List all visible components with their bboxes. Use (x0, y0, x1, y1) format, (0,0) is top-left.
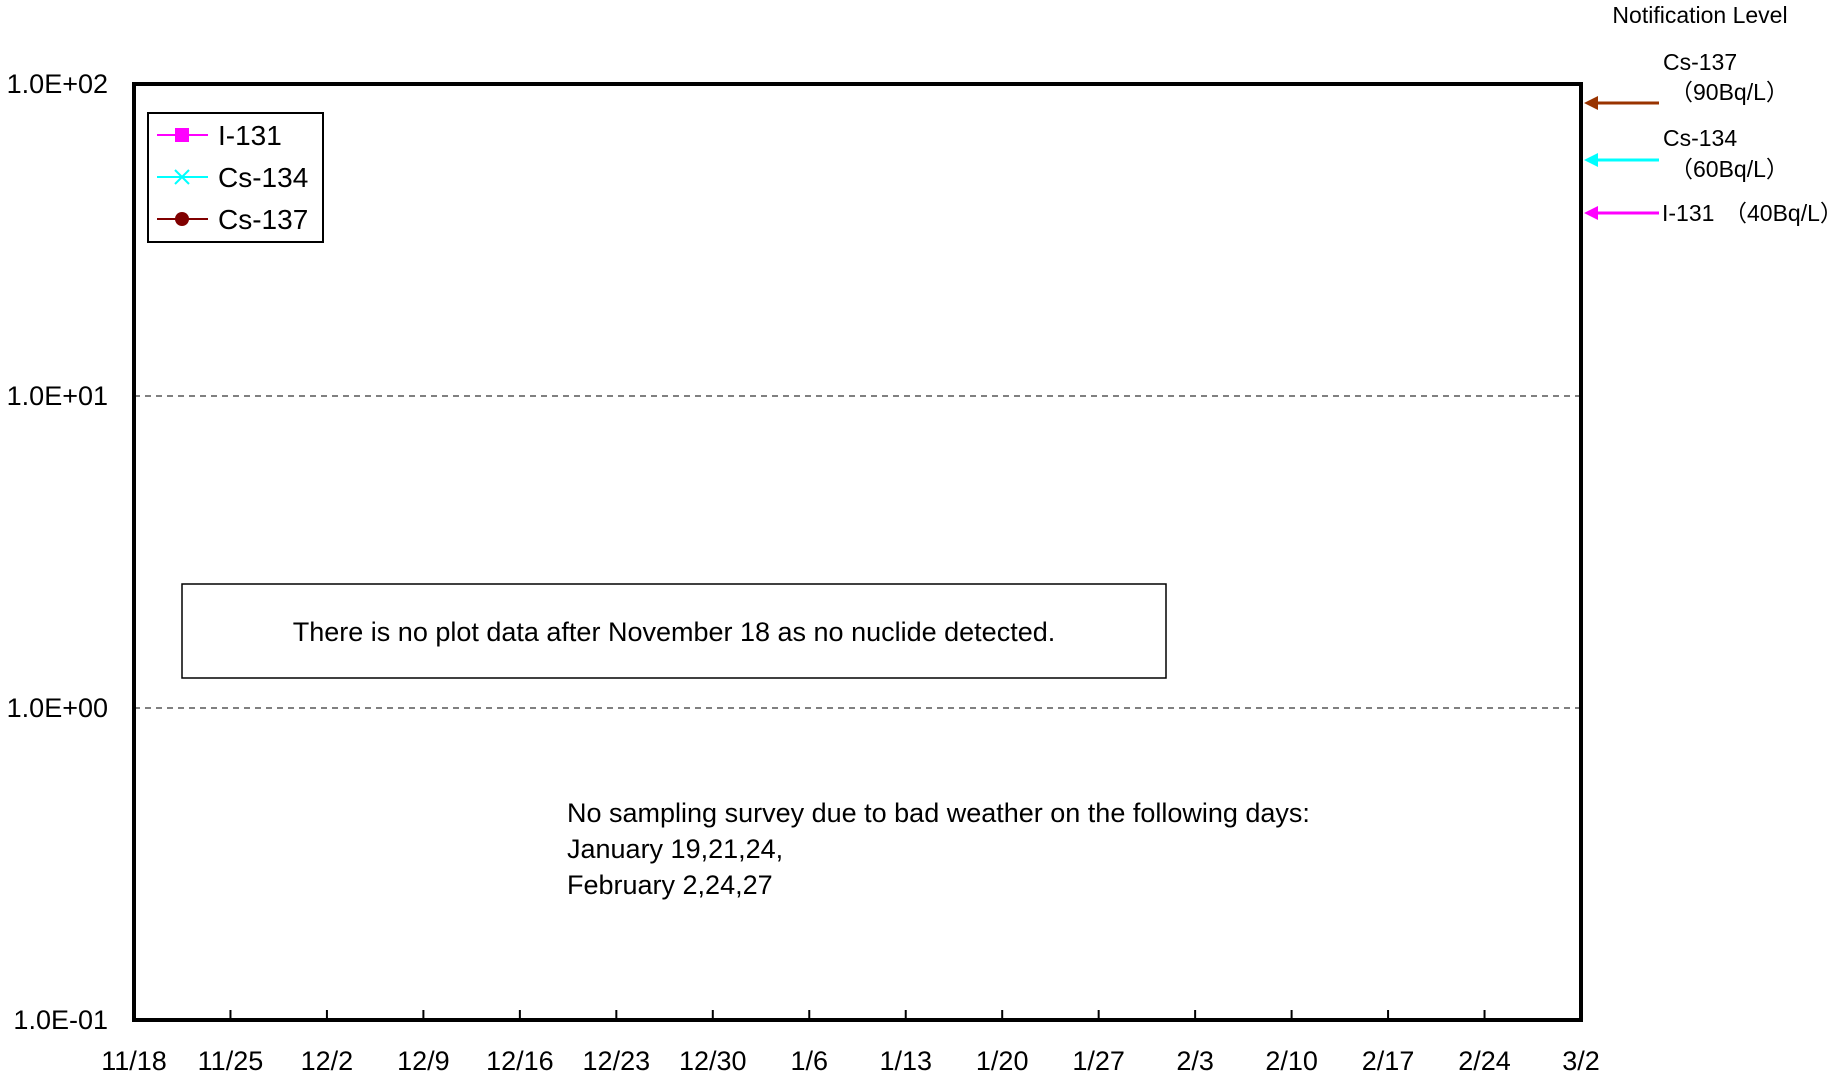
no-data-note: There is no plot data after November 18 … (181, 583, 1167, 679)
y-tick-label: 1.0E+00 (7, 693, 108, 723)
notification-cs134-arrow (1584, 153, 1659, 167)
legend-item-i-131: I-131 (157, 120, 282, 151)
x-tick-label: 12/9 (397, 1046, 450, 1076)
x-tick-label: 1/6 (790, 1046, 828, 1076)
no-data-text: There is no plot data after November 18 … (293, 617, 1055, 647)
weather-note-line-1: No sampling survey due to bad weather on… (567, 798, 1310, 828)
x-tick-label: 12/16 (486, 1046, 554, 1076)
y-tick-label: 1.0E+02 (7, 69, 108, 99)
legend-label: Cs-137 (218, 204, 308, 235)
legend-label: Cs-134 (218, 162, 308, 193)
x-tick-label: 2/17 (1362, 1046, 1415, 1076)
y-tick-label: 1.0E+01 (7, 381, 108, 411)
notification-cs137-name: Cs-137 (1663, 49, 1737, 75)
x-tick-label: 12/2 (301, 1046, 354, 1076)
x-tick-label: 12/23 (583, 1046, 651, 1076)
legend-marker-square (175, 128, 189, 142)
notification-cs134-value: （60Bq/L） (1670, 156, 1789, 182)
weather-note-line-3: February 2,24,27 (567, 870, 773, 900)
legend-marker-x (174, 169, 190, 185)
notification-cs134-name: Cs-134 (1663, 125, 1737, 151)
x-tick-label: 11/18 (101, 1046, 167, 1076)
x-tick-label: 3/2 (1562, 1046, 1600, 1076)
notification-cs137-value: （90Bq/L） (1670, 79, 1789, 105)
x-axis: 11/18 11/25 12/2 12/9 12/16 12/23 12/30 1/6 1/13… (101, 1010, 1600, 1076)
legend: I-131 Cs-134 Cs-137 (147, 112, 324, 243)
x-tick-label: 2/24 (1458, 1046, 1511, 1076)
notification-cs137-arrow (1584, 96, 1659, 110)
y-tick-label: 1.0E-01 (13, 1005, 108, 1035)
notification-title: Notification Level (1612, 2, 1787, 28)
x-tick-label: 2/10 (1265, 1046, 1318, 1076)
x-tick-label: 2/3 (1176, 1046, 1214, 1076)
notification-panel: Notification Level Cs-137 （90Bq/L） Cs-13… (1584, 2, 1836, 226)
plot-area (132, 82, 1583, 1022)
notification-i131-name: I-131 (1662, 200, 1714, 226)
x-tick-label: 1/13 (879, 1046, 932, 1076)
legend-marker-circle (175, 212, 189, 226)
x-tick-label: 1/20 (976, 1046, 1029, 1076)
weather-note-line-2: January 19,21,24, (567, 834, 783, 864)
weather-note: No sampling survey due to bad weather on… (567, 798, 1310, 900)
legend-item-cs-134: Cs-134 (157, 162, 308, 193)
legend-item-cs-137: Cs-137 (157, 204, 308, 235)
legend-label: I-131 (218, 120, 282, 151)
notification-i131-value: （40Bq/L） (1724, 200, 1836, 226)
notification-i131-arrow (1584, 206, 1659, 220)
y-axis: 1.0E-01 1.0E+00 1.0E+01 1.0E+02 (7, 69, 108, 1035)
no-data-box (181, 583, 1167, 679)
x-tick-label: 12/30 (679, 1046, 747, 1076)
x-tick-label: 1/27 (1072, 1046, 1125, 1076)
x-tick-label: 11/25 (198, 1046, 264, 1076)
